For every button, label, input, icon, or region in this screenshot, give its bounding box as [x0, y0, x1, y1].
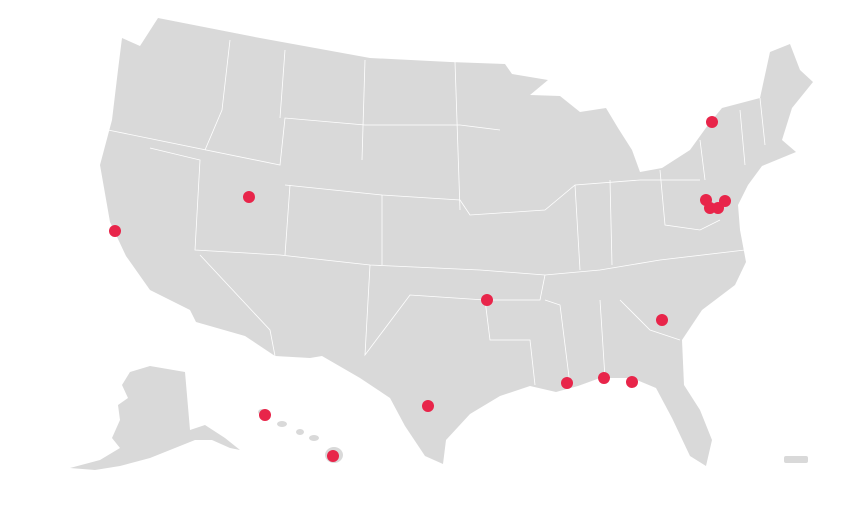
- location-marker[interactable]: [656, 314, 668, 326]
- contiguous-us: [100, 18, 813, 466]
- location-marker[interactable]: [561, 377, 573, 389]
- alaska: [70, 366, 240, 470]
- location-marker[interactable]: [422, 400, 434, 412]
- state-borders: [107, 39, 766, 386]
- location-marker[interactable]: [243, 191, 255, 203]
- location-marker[interactable]: [109, 225, 121, 237]
- location-marker[interactable]: [706, 116, 718, 128]
- location-marker[interactable]: [626, 376, 638, 388]
- location-markers: [109, 116, 731, 462]
- location-marker[interactable]: [481, 294, 493, 306]
- location-marker[interactable]: [327, 450, 339, 462]
- puerto-rico: [784, 456, 808, 463]
- location-marker[interactable]: [598, 372, 610, 384]
- land-layer: [70, 18, 813, 470]
- location-marker[interactable]: [259, 409, 271, 421]
- location-marker[interactable]: [719, 195, 731, 207]
